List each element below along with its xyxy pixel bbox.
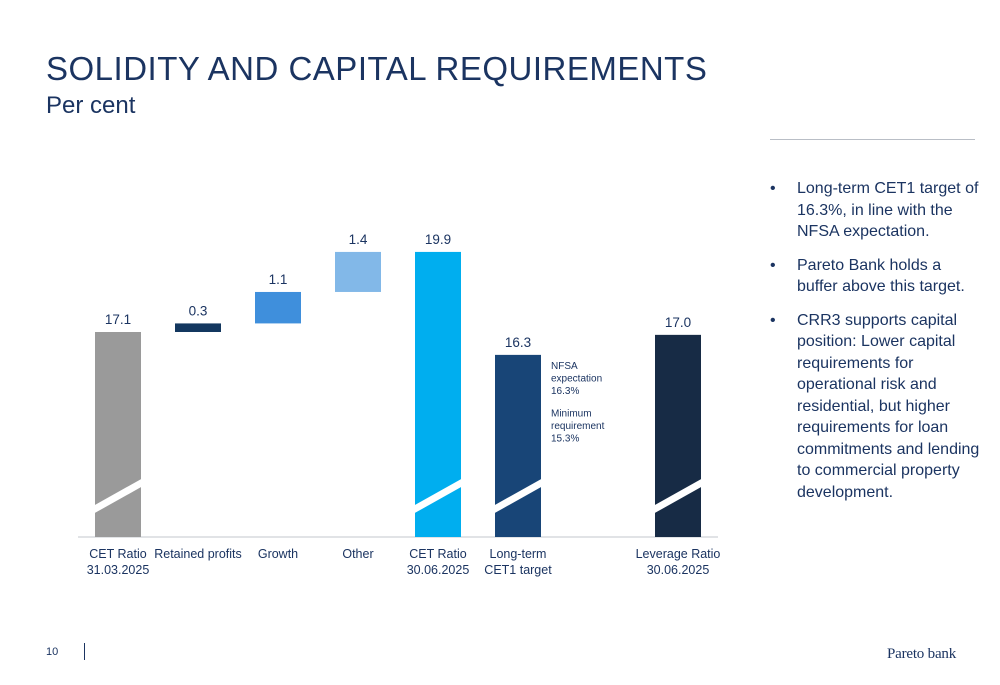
x-tick-label: Retained profits bbox=[154, 547, 242, 561]
axis-break-mark bbox=[91, 478, 145, 514]
data-label: 1.4 bbox=[349, 232, 368, 247]
x-tick-label: 31.03.2025 bbox=[87, 563, 150, 577]
x-tick-label: Long-term bbox=[490, 547, 547, 561]
data-label: 16.3 bbox=[505, 335, 531, 350]
axis-break-mark bbox=[491, 478, 545, 514]
x-tick-label: Other bbox=[342, 547, 373, 561]
data-label: 17.0 bbox=[665, 315, 691, 330]
bullet-item: • Long-term CET1 target of 16.3%, in line… bbox=[770, 178, 985, 243]
page-number: 10 bbox=[46, 646, 59, 658]
bullet-glyph: • bbox=[770, 256, 776, 274]
x-tick-label: 30.06.2025 bbox=[647, 563, 710, 577]
divider bbox=[770, 139, 975, 140]
bullet-text: Long-term CET1 target of 16.3%, in line … bbox=[797, 180, 979, 240]
bar bbox=[255, 291, 301, 324]
key-points-list: • Long-term CET1 target of 16.3%, in line… bbox=[770, 178, 985, 515]
bullet-glyph: • bbox=[770, 311, 776, 329]
x-tick-label: Growth bbox=[258, 547, 298, 561]
bullet-item: • Pareto Bank holds a buffer above this t… bbox=[770, 255, 985, 298]
x-tick-label: CET Ratio bbox=[89, 547, 146, 561]
bullet-item: • CRR3 supports capital position: Lower c… bbox=[770, 310, 985, 504]
data-label: 19.9 bbox=[425, 232, 451, 247]
target-annotation: 15.3% bbox=[551, 434, 579, 445]
bar bbox=[335, 251, 381, 292]
data-label: 1.1 bbox=[269, 272, 288, 287]
data-label: 0.3 bbox=[189, 303, 208, 318]
axis-break-mark bbox=[651, 478, 705, 514]
target-annotation: Minimum bbox=[551, 409, 592, 420]
target-annotation: requirement bbox=[551, 421, 605, 432]
page-subtitle: Per cent bbox=[46, 92, 136, 119]
x-tick-label: 30.06.2025 bbox=[407, 563, 470, 577]
data-label: 17.1 bbox=[105, 312, 131, 327]
bullet-text: Pareto Bank holds a buffer above this ta… bbox=[797, 256, 965, 296]
x-tick-label: CET1 target bbox=[484, 563, 552, 577]
bullet-glyph: • bbox=[770, 180, 776, 197]
bar bbox=[175, 323, 221, 332]
target-annotation: 16.3% bbox=[551, 386, 579, 397]
target-annotation: expectation bbox=[551, 374, 602, 385]
axis-break-mark bbox=[411, 478, 465, 514]
pareto-bank-logo: Pareto bank bbox=[886, 646, 956, 662]
target-annotation: NFSA bbox=[551, 361, 578, 372]
bar bbox=[495, 354, 541, 537]
x-tick-label: Leverage Ratio bbox=[636, 547, 721, 561]
page-title: SOLIDITY AND CAPITAL REQUIREMENTS bbox=[46, 50, 708, 87]
footer-separator bbox=[84, 643, 85, 660]
x-tick-label: CET Ratio bbox=[409, 547, 466, 561]
bullet-text: CRR3 supports capital position: Lower ca… bbox=[797, 311, 980, 501]
